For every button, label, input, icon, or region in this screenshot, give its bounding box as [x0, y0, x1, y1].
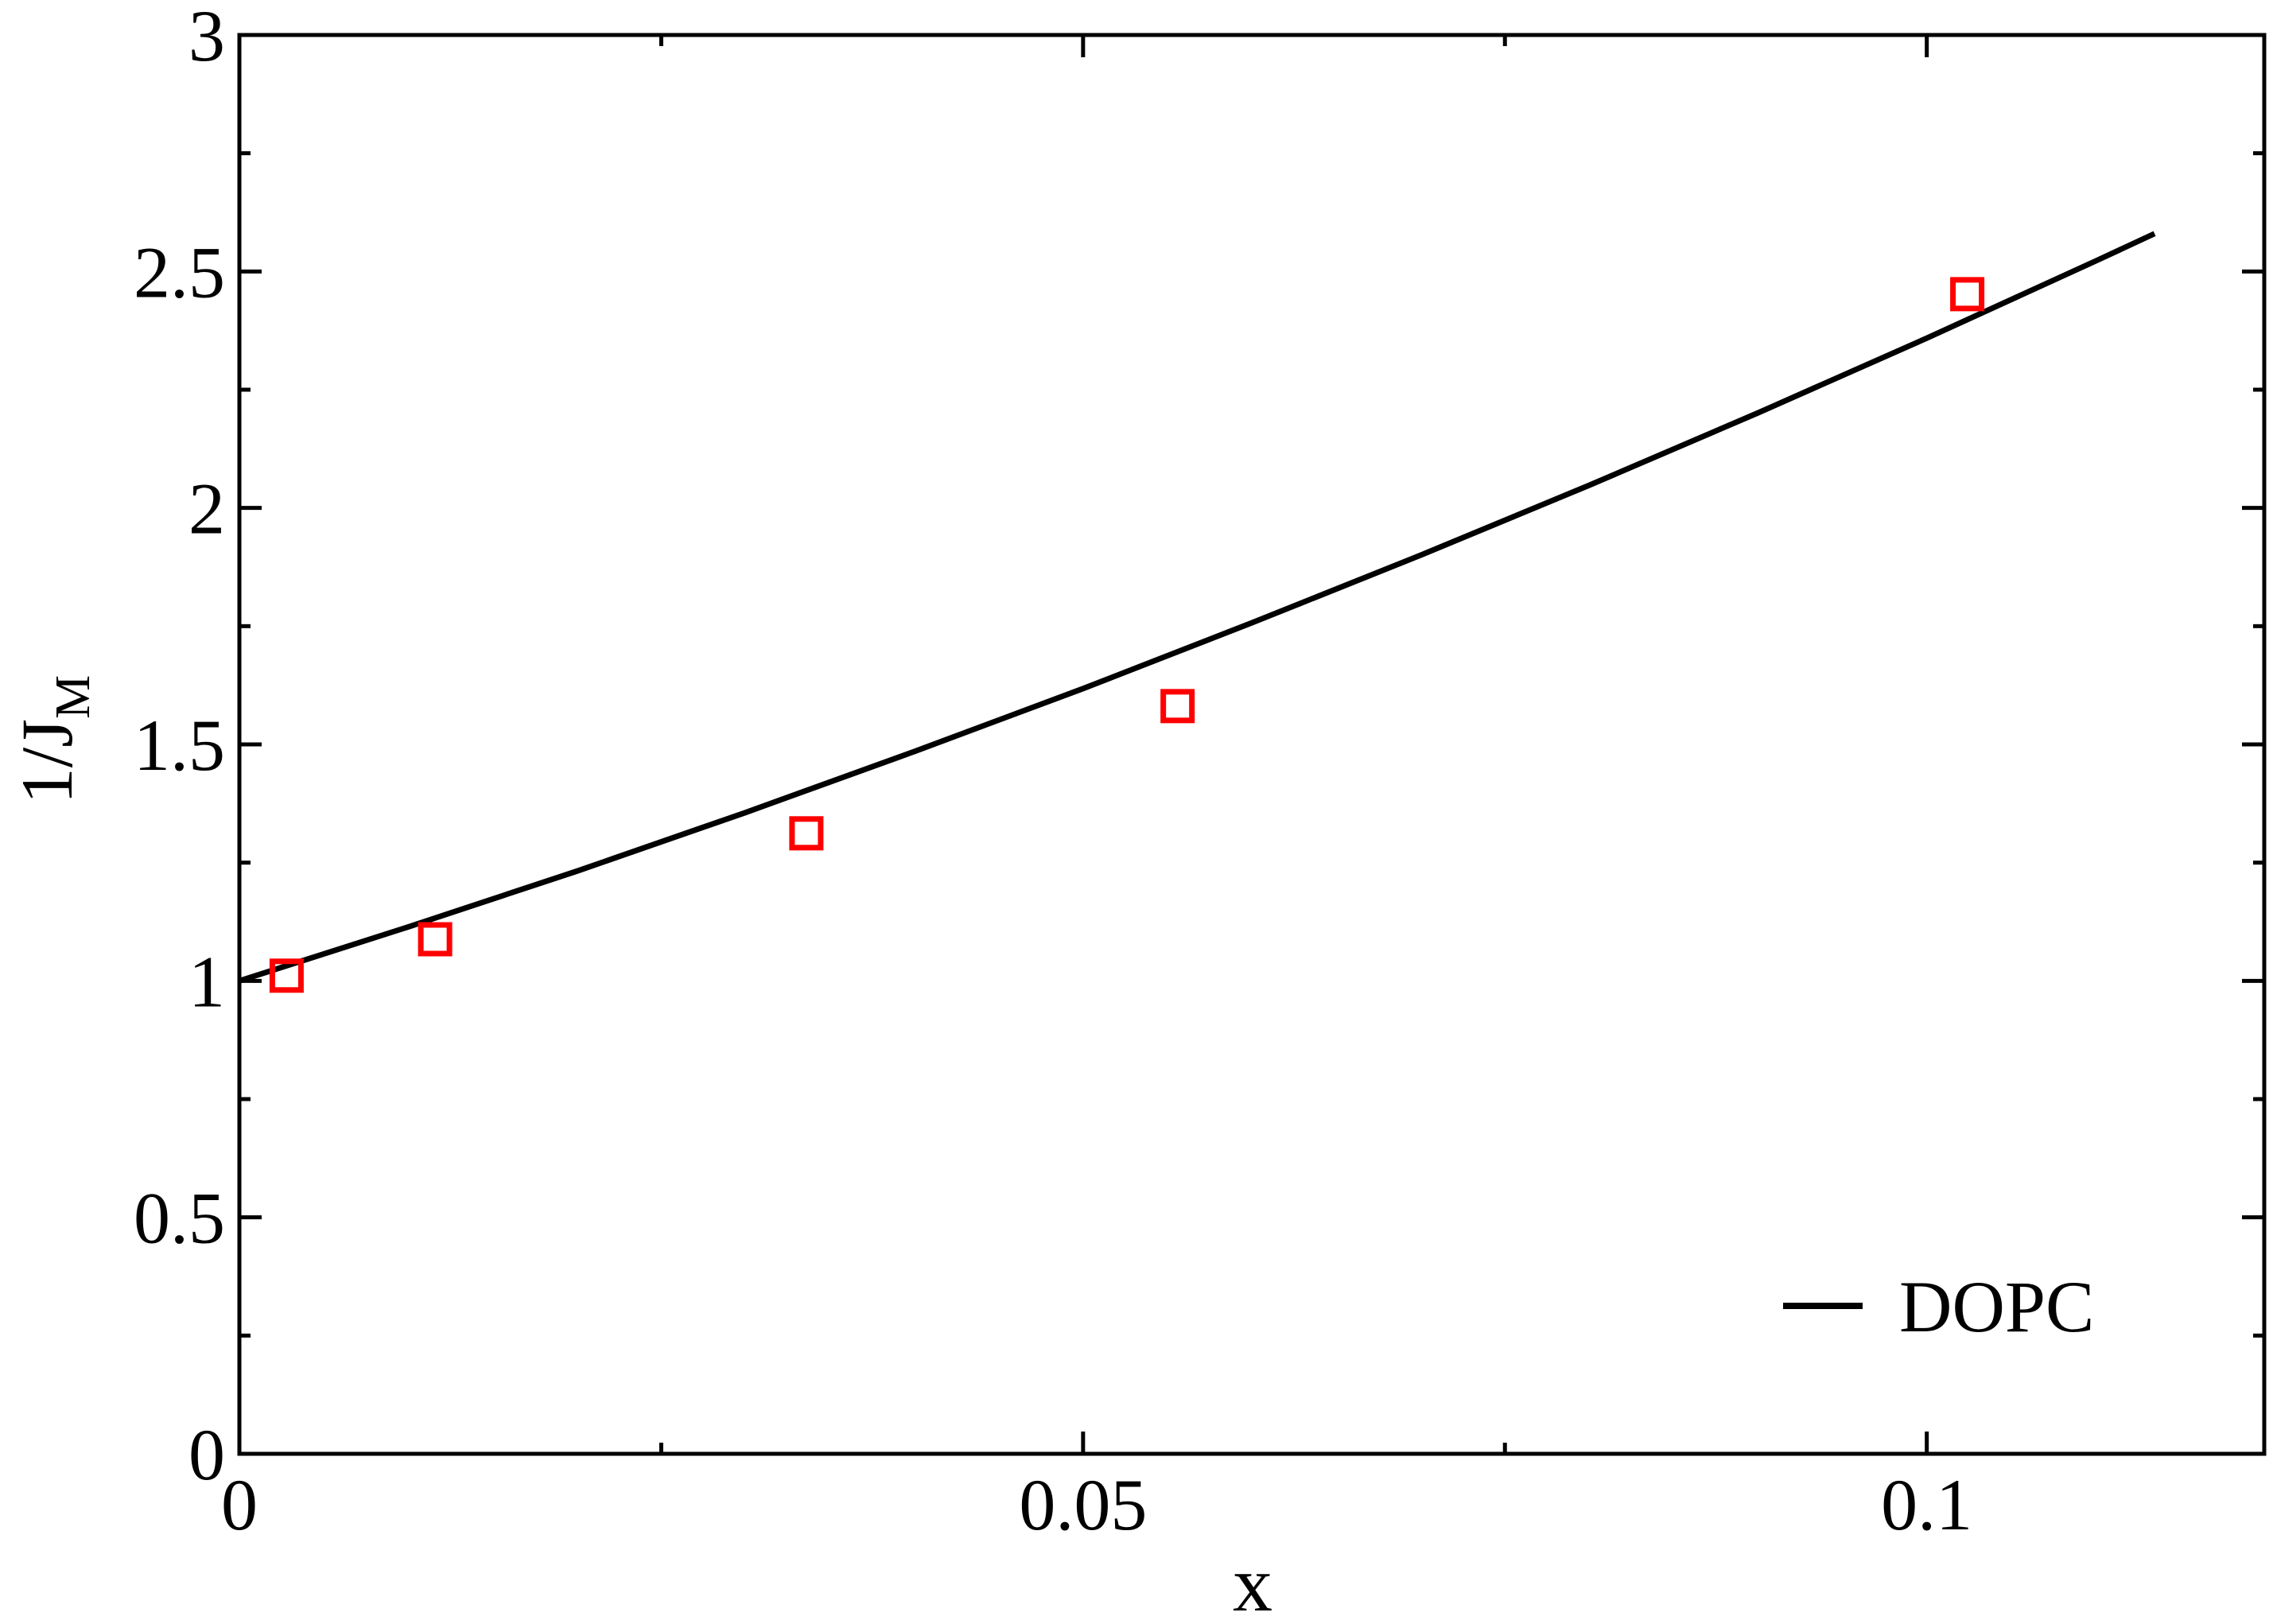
y-axis-title: 1/JM [6, 675, 100, 805]
marker [269, 958, 304, 993]
marker [418, 922, 453, 957]
marker [1160, 689, 1195, 724]
line [238, 231, 2156, 984]
marker [789, 816, 824, 851]
y-tick-label: 1.5 [134, 705, 225, 786]
y-tick-label: 2.5 [134, 231, 225, 313]
y-tick-label: 1 [188, 941, 225, 1022]
plot-frame [237, 33, 2267, 1456]
marker [1950, 277, 1985, 312]
y-tick-label: 0.5 [134, 1178, 225, 1259]
legend-label: DOPC [1899, 1266, 2094, 1347]
y-axis-title-main: 1/J [6, 719, 87, 804]
y-tick-label: 3 [188, 0, 225, 76]
x-tick-label: 0.1 [1881, 1464, 1972, 1545]
y-axis-title-sub: M [46, 675, 100, 719]
x-axis-title: x [1233, 1540, 1272, 1624]
x-tick-label: 0.05 [1019, 1464, 1147, 1545]
y-tick-label: 2 [188, 468, 225, 550]
x-tick-label: 0 [221, 1464, 258, 1545]
y-tick-label: 0 [188, 1414, 225, 1495]
